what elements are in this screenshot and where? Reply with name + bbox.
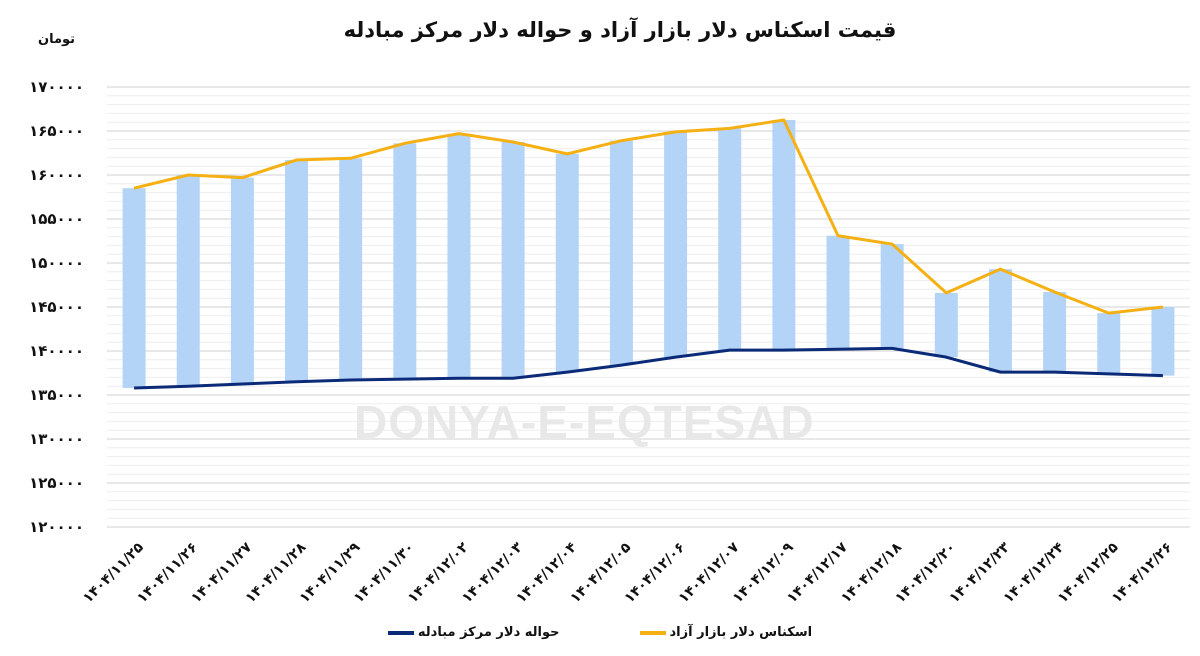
range-bar	[1151, 307, 1175, 376]
legend-item-free-market: اسکناس دلار بازار آزاد	[639, 625, 813, 640]
range-bar	[826, 235, 850, 350]
y-tick-label: ۱۲۵۰۰۰	[29, 474, 84, 492]
range-bar	[880, 244, 904, 349]
range-bar	[1043, 292, 1067, 373]
y-axis-ticks: ۱۲۰۰۰۰ ۱۲۵۰۰۰ ۱۳۰۰۰۰ ۱۳۵۰۰۰ ۱۴۰۰۰۰ ۱۴۵۰۰۰ ۱۵۰۰…	[29, 78, 84, 536]
legend-swatch-line-icon	[639, 630, 666, 635]
series-lines	[133, 118, 1164, 390]
range-bars	[122, 120, 1175, 388]
range-bar	[988, 269, 1012, 373]
y-tick-label: ۱۶۰۰۰۰	[29, 166, 84, 184]
legend-label: حواله دلار مرکز مبادله	[417, 625, 560, 640]
range-bar	[772, 120, 796, 351]
y-tick-label: ۱۳۵۰۰۰	[29, 386, 84, 404]
gridlines	[107, 86, 1190, 528]
range-bar	[664, 131, 688, 358]
range-bar	[1097, 313, 1121, 374]
range-bar	[934, 292, 958, 358]
range-bar	[339, 158, 363, 381]
range-bar	[230, 177, 254, 384]
legend: اسکناس دلار بازار آزاد حواله دلار مرکز م…	[0, 625, 1200, 640]
y-tick-label: ۱۳۰۰۰۰	[29, 430, 84, 448]
y-tick-label: ۱۴۰۰۰۰	[29, 342, 84, 360]
range-bar	[718, 128, 742, 351]
y-tick-label: ۱۵۰۰۰۰	[29, 254, 84, 272]
free-market-line	[133, 118, 1164, 315]
range-bar	[501, 142, 525, 379]
y-tick-label: ۱۴۵۰۰۰	[29, 298, 84, 316]
y-tick-label: ۱۵۵۰۰۰	[29, 210, 84, 228]
legend-swatch-line-icon	[387, 630, 414, 635]
range-bar	[285, 160, 309, 382]
range-bar	[447, 133, 471, 379]
y-tick-label: ۱۲۰۰۰۰	[29, 518, 84, 536]
legend-item-exchange-center: حواله دلار مرکز مبادله	[387, 625, 560, 640]
chart-title: قیمت اسکناس دلار بازار آزاد و حواله دلار…	[343, 18, 897, 42]
x-axis-ticks: ۱۴۰۴/۱۱/۲۵۱۴۰۴/۱۱/۲۶۱۴۰۴/۱۱/۲۷۱۴۰۴/۱۱/۲۸…	[80, 539, 1176, 606]
range-bar	[122, 188, 146, 388]
range-bar	[609, 140, 633, 366]
range-bar	[176, 175, 200, 387]
range-bar	[555, 153, 579, 373]
legend-label: اسکناس دلار بازار آزاد	[669, 625, 813, 640]
range-bar	[393, 143, 417, 380]
y-tick-label: ۱۶۵۰۰۰	[29, 122, 84, 140]
y-tick-label: ۱۷۰۰۰۰	[29, 78, 84, 96]
y-axis-unit-label: تومان	[38, 32, 76, 47]
exchange-center-line	[134, 346, 1163, 390]
